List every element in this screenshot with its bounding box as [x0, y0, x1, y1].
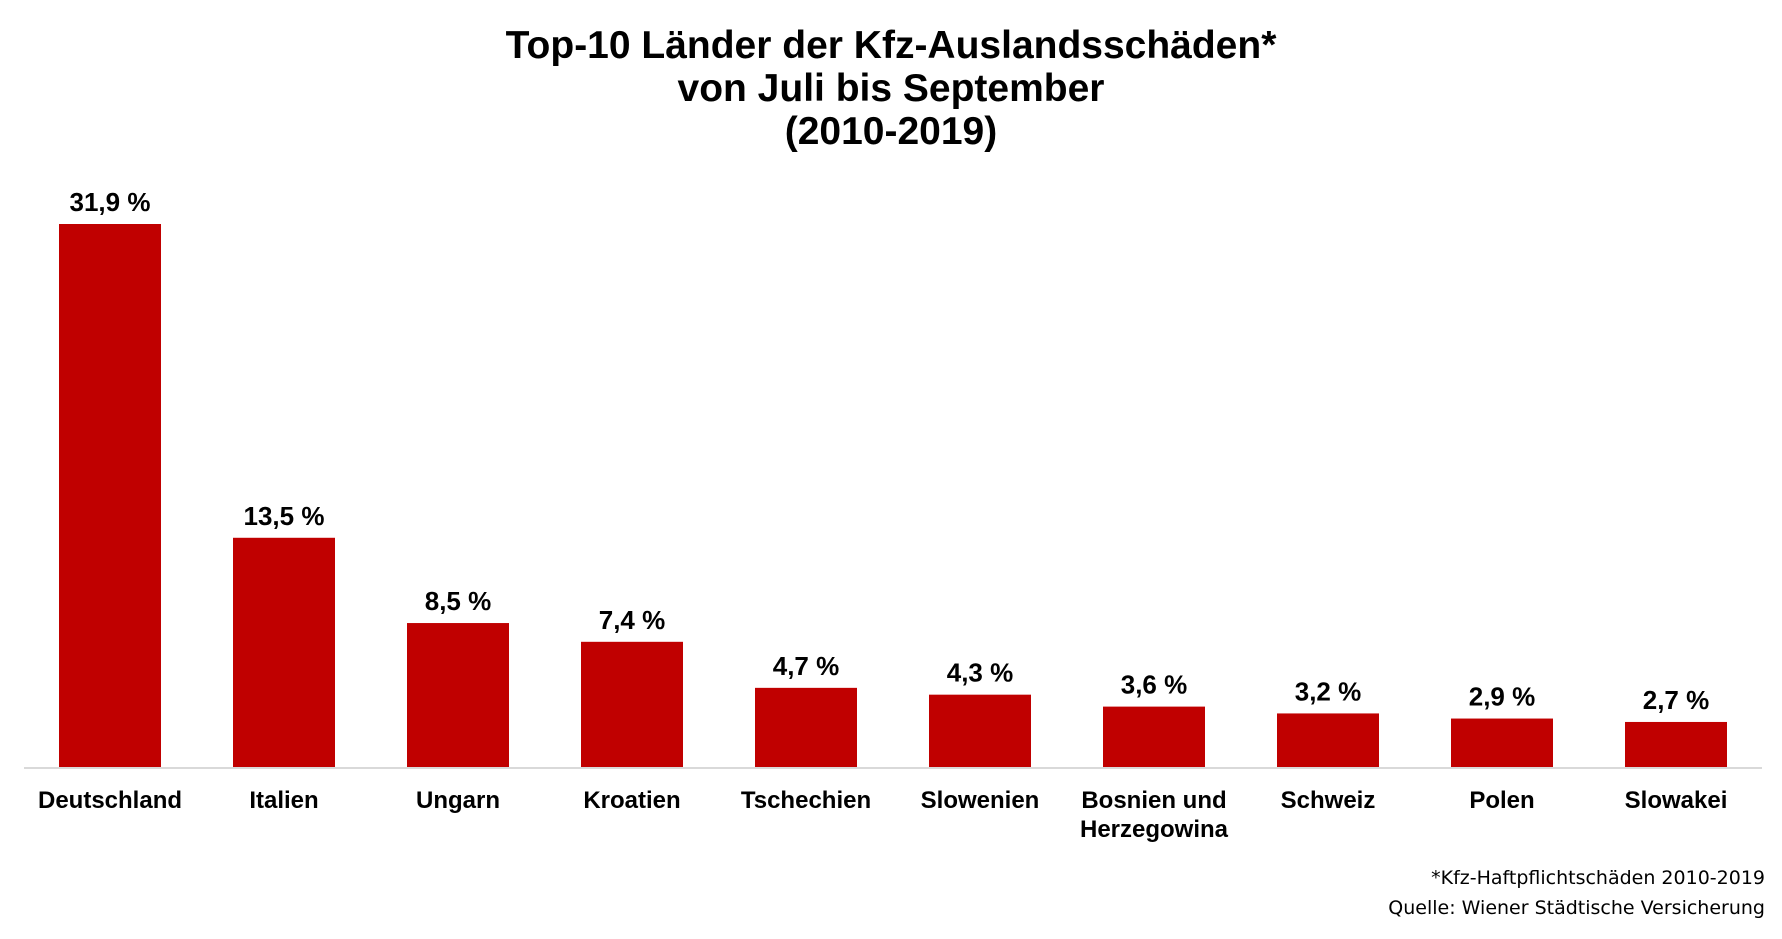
- chart-title-line-2: von Juli bis September: [678, 67, 1105, 110]
- chart-title: Top-10 Länder der Kfz-Auslandsschäden* v…: [506, 24, 1278, 153]
- bar: [755, 687, 857, 768]
- category-label: Slowenien: [921, 787, 1040, 814]
- bar-value-label: 7,4 %: [599, 605, 666, 635]
- bar-value-label: 4,7 %: [773, 651, 840, 681]
- bar: [1625, 721, 1727, 768]
- category-label: Kroatien: [583, 787, 680, 814]
- category-label: Italien: [249, 787, 318, 814]
- category-label-line: Schweiz: [1281, 787, 1376, 814]
- bar-value-label: 3,2 %: [1295, 676, 1362, 706]
- category-label-line: Slowakei: [1625, 787, 1728, 814]
- category-label-line: Bosnien und: [1081, 787, 1226, 814]
- bar-value-label: 4,3 %: [947, 658, 1014, 688]
- category-label-line: Herzegowina: [1080, 816, 1229, 843]
- bar-value-label: 2,9 %: [1469, 682, 1536, 712]
- category-labels-layer: Deutschland Italien Ungarn Kroatien Tschechi…: [38, 787, 1727, 843]
- category-label-line: Tschechien: [741, 787, 871, 814]
- bar: [581, 641, 683, 768]
- category-label: Polen: [1469, 787, 1534, 814]
- bar-value-label: 2,7 %: [1643, 685, 1710, 715]
- bar: [233, 537, 335, 768]
- chart-title-line-3: (2010-2019): [785, 110, 997, 153]
- value-labels-layer: 31,9 % 13,5 % 8,5 % 7,4 % 4,7 % 4,3 % 3,6 % 3,2…: [70, 187, 1710, 715]
- category-label-line: Kroatien: [583, 787, 680, 814]
- bars-layer: [59, 224, 1727, 768]
- bar-value-label: 13,5 %: [244, 501, 325, 531]
- bar-value-label: 31,9 %: [70, 187, 151, 217]
- bar-value-label: 3,6 %: [1121, 670, 1188, 700]
- category-label-line: Italien: [249, 787, 318, 814]
- bar: [1277, 713, 1379, 768]
- category-label: Deutschland: [38, 787, 182, 814]
- category-label: Ungarn: [416, 787, 500, 814]
- category-label-line: Deutschland: [38, 787, 182, 814]
- chart-title-line-1: Top-10 Länder der Kfz-Auslandsschäden*: [506, 24, 1278, 67]
- bar-value-label: 8,5 %: [425, 586, 492, 616]
- category-label: Tschechien: [741, 787, 871, 814]
- bar: [1451, 718, 1553, 768]
- bar: [59, 224, 161, 768]
- category-label-line: Ungarn: [416, 787, 500, 814]
- category-label-line: Polen: [1469, 787, 1534, 814]
- category-label-line: Slowenien: [921, 787, 1040, 814]
- footnote-line-1: *Kfz-Haftpflichtschäden 2010-2019: [1431, 867, 1765, 889]
- bar: [1103, 706, 1205, 768]
- category-label: Schweiz: [1281, 787, 1376, 814]
- category-label: Slowakei: [1625, 787, 1728, 814]
- footnote: *Kfz-Haftpflichtschäden 2010-2019 Quelle…: [1388, 867, 1765, 919]
- footnote-line-2: Quelle: Wiener Städtische Versicherung: [1388, 897, 1765, 919]
- bar: [407, 623, 509, 768]
- bar: [929, 694, 1031, 768]
